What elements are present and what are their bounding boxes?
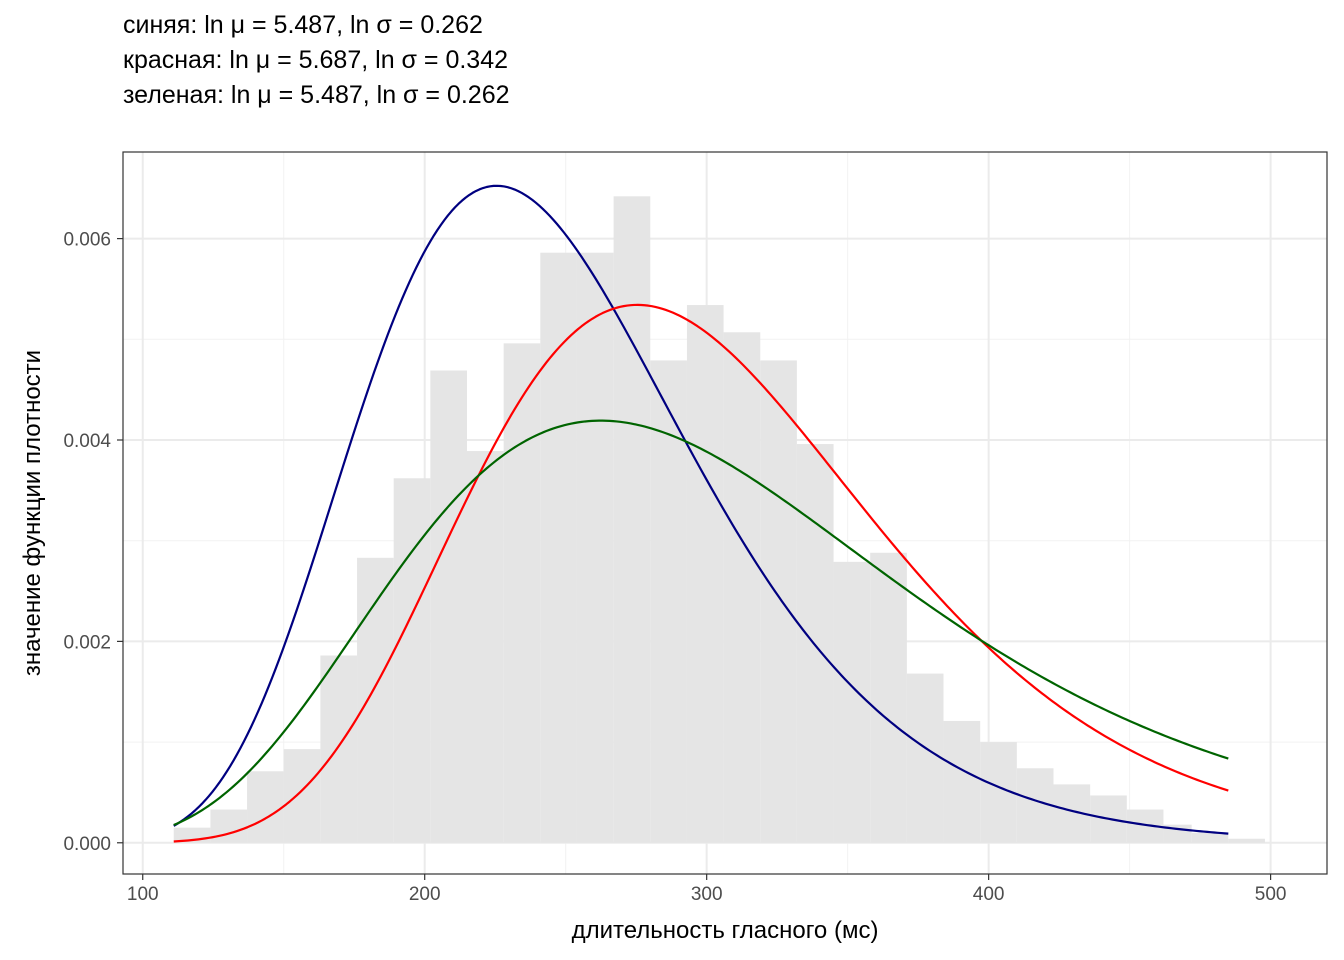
histogram-bar — [430, 370, 467, 843]
histogram-bar — [723, 332, 761, 843]
y-tick-label: 0.004 — [63, 431, 111, 452]
x-axis-tick-labels: 100 200 300 400 500 — [127, 884, 1287, 905]
panel-border — [122, 151, 1328, 875]
histogram-bar — [870, 552, 907, 843]
y-axis-tick-labels: 0.000 0.002 0.004 0.006 — [63, 230, 111, 855]
density-curve — [173, 184, 1229, 835]
histogram-bar — [686, 305, 724, 843]
title-line-blue: синяя: ln μ = 5.487, ln σ = 0.262 — [123, 11, 483, 39]
y-tick-label: 0.002 — [63, 632, 111, 653]
axis-ticks — [117, 237, 1272, 880]
histogram-bar — [210, 809, 248, 843]
histogram-bar — [1191, 832, 1229, 843]
histogram-bar — [650, 360, 687, 843]
x-tick-label: 500 — [1255, 884, 1287, 905]
histogram — [173, 196, 1265, 843]
histogram-bar — [833, 561, 871, 843]
density-curve — [173, 419, 1229, 826]
density-curve — [173, 303, 1229, 843]
x-axis-title: длительность гласного (мс) — [572, 917, 879, 944]
histogram-bar — [503, 343, 541, 843]
histogram-bar — [576, 252, 614, 843]
histogram-bar — [943, 720, 981, 843]
histogram-bar — [1016, 768, 1054, 843]
histogram-bar — [393, 478, 431, 843]
x-tick-label: 200 — [409, 884, 441, 905]
title-line-green: зеленая: ln μ = 5.487, ln σ = 0.262 — [123, 81, 510, 109]
density-curves — [173, 184, 1229, 843]
x-tick-label: 400 — [973, 884, 1005, 905]
y-axis-title: значение функции плотности — [19, 350, 46, 676]
title-line-red: красная: ln μ = 5.687, ln σ = 0.342 — [123, 46, 509, 74]
histogram-bar — [357, 557, 394, 843]
histogram-bar — [283, 749, 321, 843]
y-tick-label: 0.006 — [63, 230, 111, 251]
histogram-bar — [247, 771, 284, 843]
histogram-bar — [760, 360, 797, 843]
y-tick-label: 0.000 — [63, 834, 111, 855]
histogram-bar — [320, 655, 358, 843]
x-tick-label: 300 — [691, 884, 723, 905]
histogram-bar — [613, 196, 651, 843]
histogram-bar — [467, 451, 504, 843]
histogram-bar — [796, 444, 834, 843]
x-tick-label: 100 — [127, 884, 159, 905]
histogram-bar — [540, 252, 577, 843]
histogram-bar — [906, 673, 944, 843]
chart-title: синяя: ln μ = 5.487, ln σ = 0.262 красна… — [123, 8, 510, 113]
histogram-bar — [1228, 838, 1265, 843]
